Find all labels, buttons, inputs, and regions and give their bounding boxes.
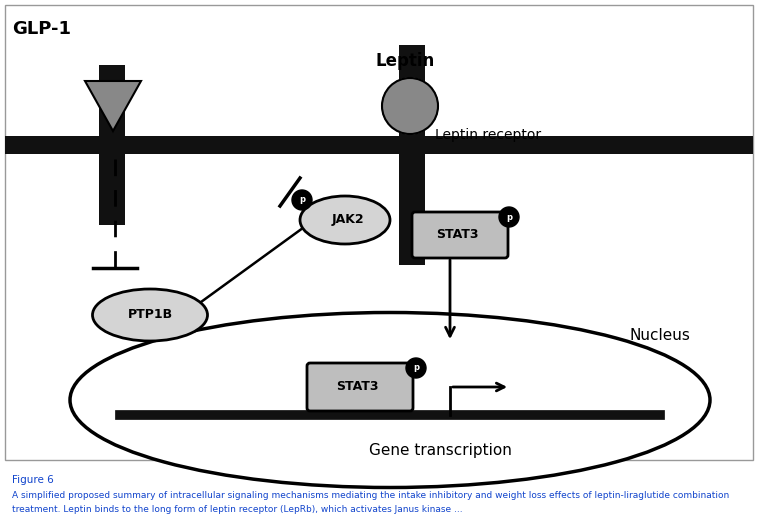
Circle shape: [499, 207, 519, 227]
Bar: [99, 65, 112, 225]
Text: p: p: [506, 212, 512, 221]
Text: Figure 6: Figure 6: [12, 475, 54, 485]
Bar: [112, 65, 125, 225]
Text: A simplified proposed summary of intracellular signaling mechanisms mediating th: A simplified proposed summary of intrace…: [12, 491, 730, 500]
Ellipse shape: [93, 289, 207, 341]
Text: Gene transcription: Gene transcription: [369, 443, 511, 458]
Text: treatment. Leptin binds to the long form of leptin receptor (LepRb), which activ: treatment. Leptin binds to the long form…: [12, 505, 463, 514]
Ellipse shape: [300, 196, 390, 244]
Text: Leptin: Leptin: [375, 52, 435, 70]
Text: GLP-1: GLP-1: [12, 20, 71, 38]
Text: STAT3: STAT3: [336, 380, 378, 394]
Text: p: p: [299, 195, 305, 204]
Bar: [5, 5, 753, 460]
Bar: [5, 136, 753, 154]
Circle shape: [406, 358, 426, 378]
Bar: [412, 45, 425, 265]
Text: PTP1B: PTP1B: [128, 309, 173, 321]
Circle shape: [292, 190, 312, 210]
Text: STAT3: STAT3: [435, 229, 478, 242]
Polygon shape: [85, 81, 141, 131]
Circle shape: [382, 78, 438, 134]
Text: Leptin receptor: Leptin receptor: [435, 128, 541, 142]
FancyBboxPatch shape: [307, 363, 413, 411]
Text: p: p: [413, 363, 419, 372]
Ellipse shape: [70, 312, 710, 487]
Bar: [399, 45, 412, 265]
Text: JAK2: JAK2: [331, 213, 364, 227]
FancyBboxPatch shape: [412, 212, 508, 258]
Text: Nucleus: Nucleus: [629, 328, 690, 343]
